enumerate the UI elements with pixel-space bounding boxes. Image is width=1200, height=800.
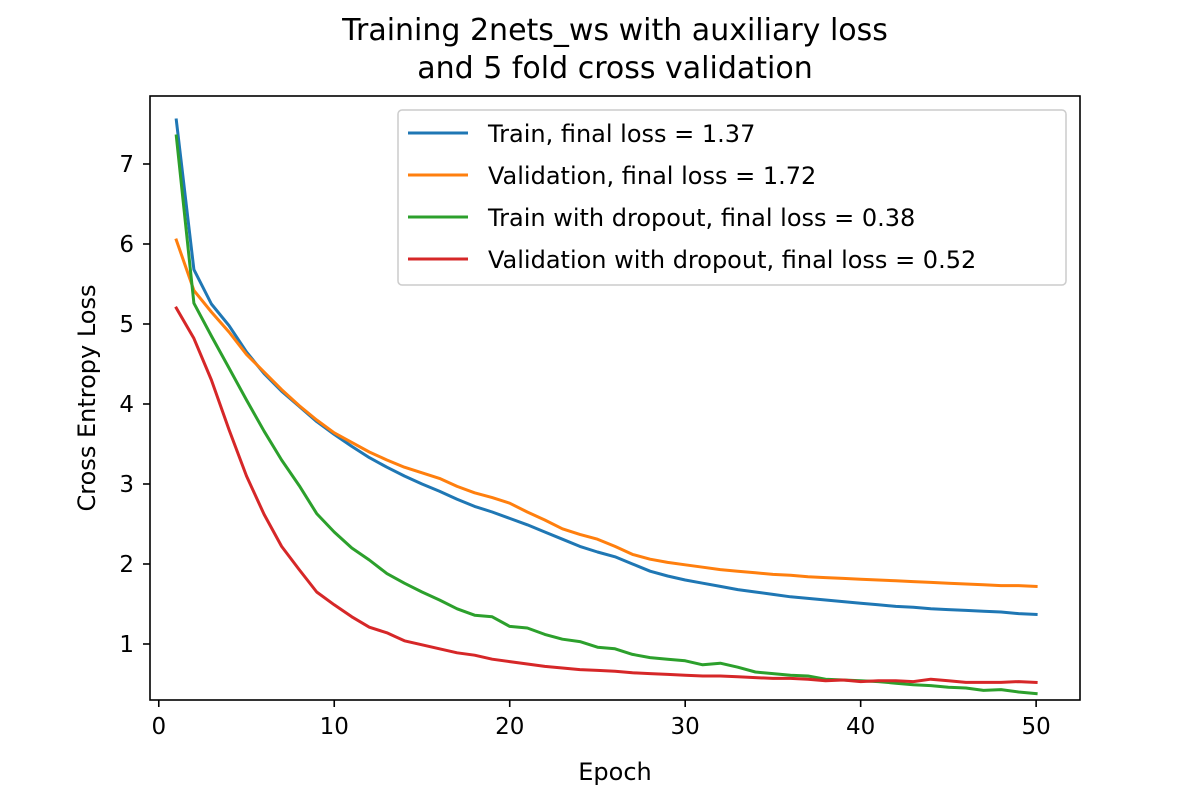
x-tick-label: 40	[846, 714, 875, 740]
series-layer	[174, 118, 1038, 696]
x-tick-label: 10	[320, 714, 349, 740]
y-tick-label: 7	[119, 152, 134, 178]
y-axis-ticks: 1 2 3 4 5 6 7	[119, 152, 150, 658]
legend-label-1: Train, final loss = 1.37	[487, 120, 755, 148]
chart-title: Training 2nets_ws with auxiliary loss	[341, 13, 888, 48]
x-tick-label: 30	[671, 714, 700, 740]
legend-label-4: Validation with dropout, final loss = 0.…	[488, 246, 976, 274]
legend-label-2: Validation, final loss = 1.72	[488, 162, 816, 190]
x-axis-ticks: 0 10 20 30 40 50	[151, 700, 1051, 740]
x-axis-label: Epoch	[578, 758, 652, 786]
y-tick-label: 1	[119, 632, 134, 658]
y-tick-label: 4	[119, 392, 134, 418]
series-line-4	[174, 305, 1038, 684]
x-tick-label: 0	[151, 714, 166, 740]
chart-subtitle: and 5 fold cross validation	[417, 51, 812, 86]
y-axis-label: Cross Entropy Loss	[73, 285, 101, 512]
x-tick-label: 20	[495, 714, 524, 740]
legend-box	[397, 109, 1067, 286]
series-line-3	[174, 134, 1038, 696]
x-tick-label: 50	[1021, 714, 1050, 740]
plot-area-frame	[149, 95, 1081, 701]
y-tick-label: 6	[119, 232, 134, 258]
y-tick-label: 3	[119, 472, 134, 498]
y-tick-label: 5	[119, 312, 134, 338]
series-line-2	[174, 238, 1038, 588]
y-tick-label: 2	[119, 552, 134, 578]
legend: Train, final loss = 1.37 Validation, fina…	[397, 109, 1067, 286]
legend-label-3: Train with dropout, final loss = 0.38	[487, 204, 915, 232]
